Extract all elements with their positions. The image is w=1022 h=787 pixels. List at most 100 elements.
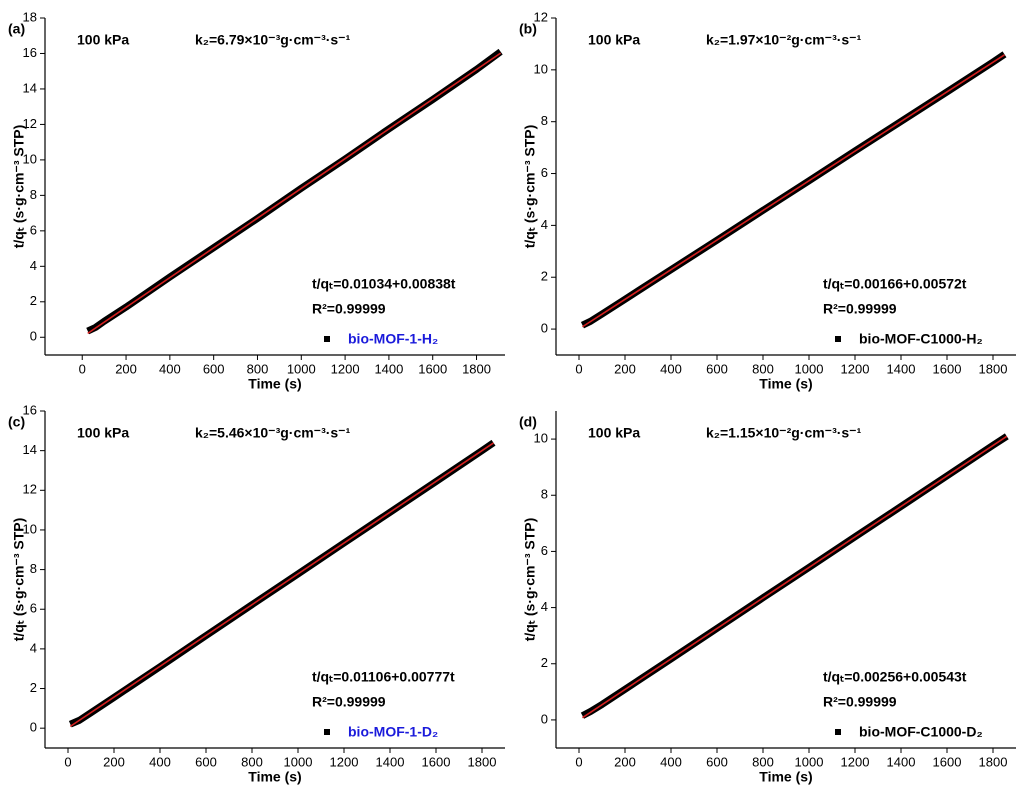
x-tick-label: 1400 <box>376 754 405 769</box>
y-tick-label: 6 <box>541 543 548 558</box>
y-tick-label: 0 <box>541 711 548 726</box>
fit-equation: t/qₜ=0.01034+0.00838t <box>312 276 456 292</box>
y-tick-label: 14 <box>23 80 37 95</box>
x-tick-label: 1600 <box>933 754 962 769</box>
x-tick-label: 200 <box>614 754 636 769</box>
x-tick-label: 400 <box>660 361 682 376</box>
fit-equation: t/qₜ=0.01106+0.00777t <box>312 669 455 685</box>
y-tick-label: 12 <box>534 9 548 24</box>
y-tick-label: 12 <box>23 116 37 131</box>
condition: 100 kPa <box>77 32 129 48</box>
y-tick-label: 10 <box>23 151 37 166</box>
fit-equation: t/qₜ=0.00256+0.00543t <box>823 669 967 685</box>
condition: 100 kPa <box>588 32 640 48</box>
y-tick-label: 2 <box>541 655 548 670</box>
x-tick-label: 1000 <box>795 754 824 769</box>
y-tick-label: 10 <box>534 431 548 446</box>
y-axis-title: t/qₜ (s·g·cm⁻³ STP) <box>11 518 27 642</box>
legend-label: bio-MOF-1-H₂ <box>348 331 438 347</box>
y-tick-label: 12 <box>23 482 37 497</box>
x-tick-label: 200 <box>103 754 125 769</box>
x-tick-label: 400 <box>660 754 682 769</box>
x-tick-label: 1400 <box>887 361 916 376</box>
panel: 0 2 4 6 8 10 0 200 400 600 800 1000 1200 1400 1600 1800… <box>519 411 1016 785</box>
r-squared: R²=0.99999 <box>312 301 386 317</box>
x-axis-title: Time (s) <box>248 769 301 785</box>
y-tick-label: 0 <box>30 720 37 735</box>
panel-label: (c) <box>8 414 25 430</box>
x-tick-label: 200 <box>614 361 636 376</box>
x-tick-label: 800 <box>752 361 774 376</box>
y-tick-label: 0 <box>541 321 548 336</box>
r-squared: R²=0.99999 <box>312 694 386 710</box>
panel: 0 2 4 6 8 10 12 14 16 18 0 200 400 600 800 1000 1200 1400… <box>8 9 505 392</box>
x-tick-label: 800 <box>247 361 269 376</box>
y-tick-label: 0 <box>30 329 37 344</box>
y-tick-label: 8 <box>30 561 37 576</box>
x-tick-label: 1400 <box>374 361 403 376</box>
x-tick-label: 1000 <box>287 361 316 376</box>
r-squared: R²=0.99999 <box>823 301 897 317</box>
panel-label: (d) <box>519 414 537 430</box>
legend-marker <box>835 729 841 735</box>
panel: 0 2 4 6 8 10 12 0 200 400 600 800 1000 1200 1400 1600 18… <box>519 9 1016 392</box>
x-tick-label: 1000 <box>284 754 313 769</box>
y-tick-label: 2 <box>30 293 37 308</box>
x-axis-title: Time (s) <box>759 769 812 785</box>
y-tick-label: 16 <box>23 402 37 417</box>
x-tick-label: 1600 <box>933 361 962 376</box>
x-tick-label: 1800 <box>462 361 491 376</box>
y-tick-label: 4 <box>541 599 548 614</box>
rate-constant: k₂=5.46×10⁻³g·cm⁻³·s⁻¹ <box>195 425 351 441</box>
fit-line <box>87 52 502 335</box>
y-tick-label: 6 <box>541 165 548 180</box>
x-tick-label: 1200 <box>330 754 359 769</box>
y-tick-label: 6 <box>30 222 37 237</box>
condition: 100 kPa <box>588 425 640 441</box>
x-tick-label: 1800 <box>979 754 1008 769</box>
y-tick-label: 2 <box>30 680 37 695</box>
legend-label: bio-MOF-C1000-H₂ <box>859 331 983 347</box>
y-tick-label: 18 <box>23 9 37 24</box>
x-tick-label: 1600 <box>418 361 447 376</box>
x-tick-label: 200 <box>115 361 137 376</box>
x-tick-label: 1200 <box>331 361 360 376</box>
legend-label: bio-MOF-C1000-D₂ <box>859 724 983 740</box>
legend-label: bio-MOF-1-D₂ <box>348 724 438 740</box>
y-tick-label: 8 <box>541 487 548 502</box>
y-tick-label: 6 <box>30 601 37 616</box>
fit-line <box>582 435 1008 719</box>
y-tick-label: 8 <box>541 113 548 128</box>
y-tick-label: 4 <box>541 217 548 232</box>
x-axis-title: Time (s) <box>248 376 301 392</box>
x-tick-label: 1200 <box>841 754 870 769</box>
x-tick-label: 1800 <box>468 754 497 769</box>
fit-line <box>582 54 1005 328</box>
x-tick-label: 1600 <box>422 754 451 769</box>
x-tick-label: 800 <box>241 754 263 769</box>
condition: 100 kPa <box>77 425 129 441</box>
x-tick-label: 600 <box>203 361 225 376</box>
rate-constant: k₂=1.97×10⁻²g·cm⁻³·s⁻¹ <box>706 32 862 48</box>
fit-line <box>69 442 494 728</box>
y-tick-label: 4 <box>30 258 37 273</box>
x-tick-label: 0 <box>575 754 582 769</box>
x-tick-label: 1200 <box>841 361 870 376</box>
rate-constant: k₂=1.15×10⁻²g·cm⁻³·s⁻¹ <box>706 425 862 441</box>
x-tick-label: 0 <box>64 754 71 769</box>
r-squared: R²=0.99999 <box>823 694 897 710</box>
y-tick-label: 10 <box>534 61 548 76</box>
x-tick-label: 1400 <box>887 754 916 769</box>
x-tick-label: 600 <box>706 361 728 376</box>
x-tick-label: 1800 <box>979 361 1008 376</box>
y-tick-label: 2 <box>541 269 548 284</box>
panel-label: (a) <box>8 21 25 37</box>
legend-marker <box>835 336 841 342</box>
y-axis-title: t/qₜ (s·g·cm⁻³ STP) <box>522 125 538 249</box>
y-tick-label: 4 <box>30 640 37 655</box>
y-tick-label: 16 <box>23 45 37 60</box>
x-tick-label: 0 <box>575 361 582 376</box>
y-tick-label: 14 <box>23 442 37 457</box>
rate-constant: k₂=6.79×10⁻³g·cm⁻³·s⁻¹ <box>195 32 351 48</box>
